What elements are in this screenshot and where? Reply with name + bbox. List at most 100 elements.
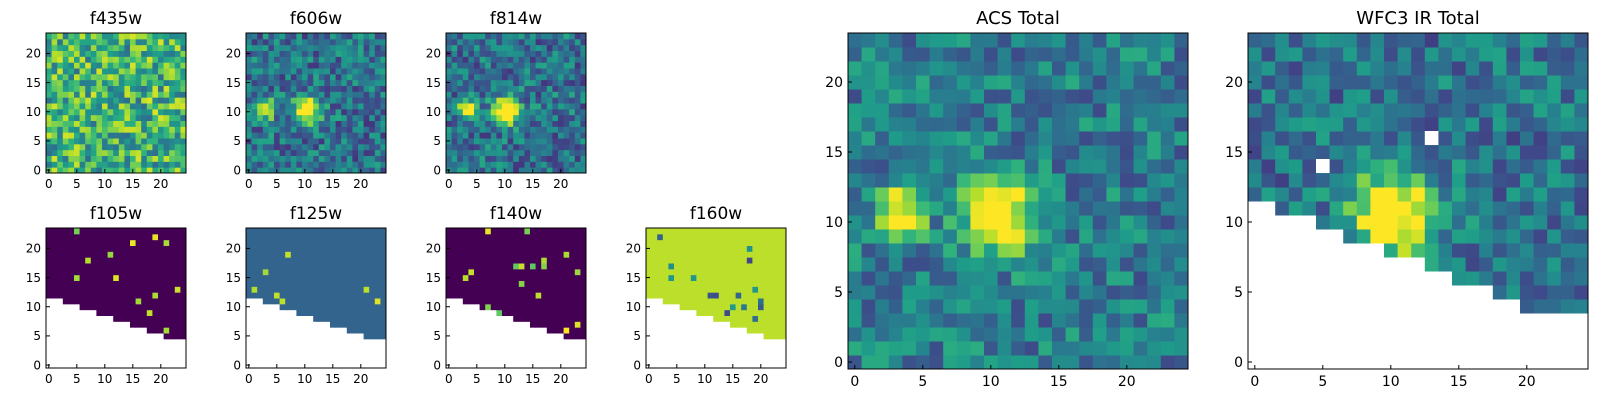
- heatmap-cell: [574, 38, 581, 46]
- heatmap-cell: [174, 50, 181, 57]
- heatmap-cell: [279, 120, 286, 127]
- heatmap-cell: [490, 120, 497, 127]
- heatmap-cell: [746, 292, 753, 299]
- heatmap-cell: [313, 68, 320, 75]
- heatmap-cell: [546, 239, 553, 246]
- heatmap-cell: [490, 138, 497, 145]
- heatmap-cell: [746, 309, 753, 316]
- heatmap-cell: [984, 355, 999, 370]
- heatmap-cell: [1174, 103, 1189, 118]
- heatmap-cell: [997, 299, 1012, 314]
- heatmap-cell: [956, 173, 971, 188]
- heatmap-cell: [358, 303, 365, 311]
- heatmap-cell: [251, 233, 258, 241]
- heatmap-cell: [90, 303, 97, 311]
- heatmap-cell: [780, 315, 787, 322]
- heatmap-cell: [888, 173, 903, 188]
- heatmap-cell: [330, 68, 337, 75]
- heatmap-cell: [746, 245, 753, 252]
- heatmap-cell: [530, 62, 537, 69]
- heatmap-cell: [1052, 271, 1067, 286]
- heatmap-cell: [135, 167, 142, 174]
- heatmap-cell: [558, 68, 565, 75]
- heatmap-cell: [285, 268, 292, 276]
- heatmap-cell: [363, 268, 370, 276]
- heatmap-cell: [96, 114, 103, 121]
- heatmap-cell: [324, 33, 331, 40]
- heatmap-cell: [1011, 131, 1026, 146]
- heatmap-cell: [363, 143, 370, 151]
- heatmap-cell: [380, 73, 387, 81]
- heatmap-cell: [1533, 243, 1548, 258]
- heatmap-cell: [330, 143, 337, 151]
- heatmap-cell: [563, 85, 570, 92]
- heatmap-cell: [268, 143, 275, 151]
- heatmap-cell: [569, 327, 576, 334]
- heatmap-cell: [163, 239, 170, 246]
- heatmap-cell: [513, 91, 520, 98]
- x-tick-label: 10: [697, 372, 712, 386]
- heatmap-cell: [929, 75, 944, 90]
- heatmap-cell: [346, 62, 353, 69]
- heatmap-cell: [462, 91, 469, 98]
- heatmap-cell: [1370, 61, 1385, 76]
- heatmap-cell: [335, 132, 342, 139]
- heatmap-cell: [62, 108, 69, 116]
- heatmap-cell: [257, 239, 264, 246]
- heatmap-cell: [313, 108, 320, 116]
- heatmap-cell: [457, 292, 464, 299]
- heatmap-cell: [152, 143, 159, 151]
- heatmap-cell: [279, 103, 286, 110]
- heatmap-cell: [352, 286, 359, 293]
- heatmap-cell: [135, 126, 142, 133]
- x-tick-label: 10: [297, 372, 312, 386]
- heatmap-cell: [169, 97, 176, 104]
- heatmap-cell: [46, 143, 53, 151]
- heatmap-cell: [518, 239, 525, 246]
- heatmap-cell: [446, 56, 453, 63]
- heatmap-cell: [569, 62, 576, 69]
- heatmap-cell: [507, 245, 514, 252]
- heatmap-cell: [569, 50, 576, 57]
- heatmap-cell: [369, 233, 376, 241]
- heatmap-cell: [1133, 131, 1148, 146]
- heatmap-cell: [262, 268, 269, 276]
- heatmap-cell: [1370, 47, 1385, 62]
- heatmap-cell: [457, 143, 464, 151]
- heatmap-cell: [1492, 131, 1507, 146]
- heatmap-cell: [307, 292, 314, 299]
- heatmap-cell: [474, 68, 481, 75]
- heatmap-cell: [457, 161, 464, 168]
- heatmap-cell: [180, 62, 187, 69]
- heatmap-cell: [68, 56, 75, 63]
- heatmap-cell: [335, 280, 342, 287]
- heatmap-cell: [552, 103, 559, 110]
- heatmap-cell: [302, 138, 309, 145]
- heatmap-cell: [46, 268, 53, 276]
- heatmap-cell: [861, 327, 876, 342]
- heatmap-cell: [146, 91, 153, 98]
- heatmap-cell: [507, 138, 514, 145]
- heatmap-cell: [558, 97, 565, 104]
- heatmap-cell: [307, 268, 314, 276]
- heatmap-cell: [718, 298, 725, 305]
- heatmap-cell: [1329, 187, 1344, 202]
- heatmap-cell: [107, 263, 114, 270]
- heatmap-cell: [902, 243, 917, 258]
- heatmap-cell: [313, 245, 320, 252]
- heatmap-cell: [341, 233, 348, 241]
- heatmap-cell: [558, 114, 565, 121]
- heatmap-cell: [490, 68, 497, 75]
- heatmap-cell: [457, 73, 464, 81]
- panel-title: f814w: [490, 9, 542, 29]
- heatmap-cell: [485, 155, 492, 162]
- heatmap-cell: [685, 303, 692, 311]
- heatmap-cell: [496, 167, 503, 174]
- heatmap-cell: [130, 228, 137, 235]
- heatmap-cell: [1120, 75, 1135, 90]
- heatmap-cell: [702, 263, 709, 270]
- heatmap-cell: [124, 62, 131, 69]
- heatmap-cell: [569, 286, 576, 293]
- heatmap-cell: [462, 228, 469, 235]
- heatmap-cell: [163, 167, 170, 174]
